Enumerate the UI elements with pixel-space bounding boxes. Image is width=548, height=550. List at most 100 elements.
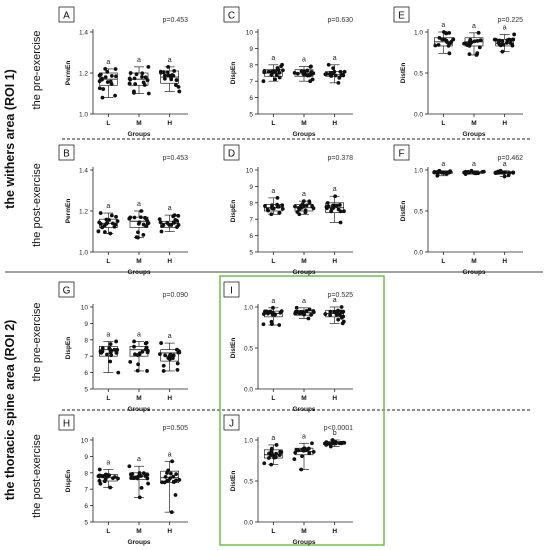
x-tick-label: L — [271, 395, 275, 402]
data-point — [338, 220, 343, 225]
data-point — [295, 71, 300, 76]
data-point — [326, 204, 331, 209]
x-tick-label: M — [471, 258, 476, 265]
significance-letter: a — [106, 59, 110, 66]
roi1-pre-label: the pre-exercise — [31, 31, 43, 110]
x-axis-label: Groups — [292, 269, 315, 276]
data-point — [172, 69, 177, 73]
significance-letter: a — [168, 451, 172, 458]
x-tick-label: L — [106, 395, 110, 402]
p-value: p=0.462 — [498, 155, 524, 162]
x-tick-label: M — [301, 528, 306, 535]
data-point — [451, 37, 456, 42]
data-point — [96, 474, 101, 479]
group-h: Ha — [157, 205, 181, 265]
data-point — [128, 359, 133, 364]
p-value: p<0.0001 — [324, 425, 353, 432]
data-point — [277, 323, 282, 327]
data-point — [109, 74, 114, 78]
x-tick-label: M — [136, 120, 141, 127]
p-value: p=0.090 — [163, 292, 189, 299]
data-point — [472, 170, 477, 175]
data-point — [141, 471, 146, 476]
y-tick-label: 7 — [249, 79, 253, 86]
data-point — [141, 80, 146, 85]
data-point — [128, 71, 133, 75]
panel-label-box — [58, 6, 75, 23]
data-point — [305, 68, 310, 73]
data-point — [444, 31, 449, 36]
data-point — [263, 310, 268, 315]
data-point — [174, 83, 178, 87]
data-point — [114, 74, 118, 79]
data-point — [174, 472, 179, 477]
data-point — [278, 310, 283, 315]
p-value: p=0.525 — [328, 292, 354, 299]
data-point — [105, 352, 109, 357]
y-tick-label: 0.5 — [414, 209, 423, 216]
data-point — [140, 71, 145, 76]
significance-letter: a — [106, 203, 110, 210]
data-point — [323, 312, 328, 316]
data-point — [300, 454, 304, 458]
group-h: Ha — [323, 297, 346, 402]
x-tick-label: M — [471, 120, 476, 127]
data-point — [465, 43, 470, 48]
data-point — [502, 174, 507, 179]
p-value: p=0.453 — [163, 155, 189, 162]
y-tick-label: 0.0 — [244, 387, 253, 394]
data-point — [105, 69, 110, 74]
data-point — [497, 170, 501, 174]
data-point — [304, 308, 309, 313]
x-tick-label: L — [271, 120, 275, 127]
data-point — [104, 474, 109, 479]
data-point — [435, 170, 440, 174]
x-tick-label: L — [271, 528, 275, 535]
panel-label-box — [223, 414, 240, 431]
data-point — [113, 67, 118, 71]
group-l: La — [263, 188, 285, 265]
y-tick-label: 8 — [84, 470, 88, 477]
data-point — [466, 170, 471, 175]
data-point — [174, 78, 179, 82]
y-tick-label: 1.0 — [414, 30, 423, 37]
x-tick-label: H — [502, 120, 507, 127]
y-tick-label: 1.0 — [79, 112, 88, 119]
x-axis-label: Groups — [292, 539, 315, 546]
panel-label: E — [398, 11, 405, 22]
y-tick-label: 10 — [246, 168, 254, 175]
y-tick-label: 1.0 — [79, 250, 88, 257]
roi2-pre-label: the pre-exercise — [31, 303, 43, 382]
group-l: La — [96, 460, 120, 535]
y-tick-label: 9 — [249, 184, 253, 191]
data-point — [332, 309, 337, 314]
data-point — [132, 339, 136, 344]
data-point — [168, 476, 173, 481]
data-point — [276, 68, 281, 72]
data-point — [292, 70, 297, 75]
data-point — [497, 42, 502, 47]
data-point — [161, 369, 166, 373]
p-value: p=0.378 — [328, 155, 354, 162]
data-point — [175, 361, 180, 366]
data-point — [112, 347, 117, 352]
data-point — [340, 314, 345, 319]
significance-letter: a — [472, 23, 476, 30]
data-point — [472, 39, 477, 44]
panel-label: A — [63, 11, 70, 22]
data-point — [342, 209, 346, 214]
data-point — [100, 474, 105, 479]
data-point — [107, 218, 112, 222]
data-point — [511, 170, 516, 175]
panel-label: B — [63, 149, 70, 160]
data-point — [307, 307, 312, 312]
data-point — [100, 346, 105, 351]
data-point — [108, 79, 113, 84]
x-tick-label: L — [106, 528, 110, 535]
y-axis-label: PermEn — [65, 61, 72, 86]
group-m: Ma — [127, 456, 150, 535]
data-point — [139, 485, 144, 490]
